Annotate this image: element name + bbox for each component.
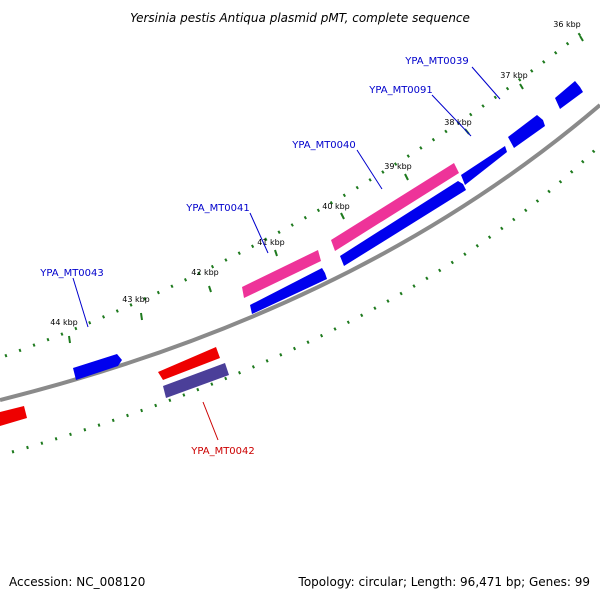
label-ypa-mt0091[interactable]: YPA_MT0091: [368, 85, 433, 96]
tick-label-36kbp: 36 kbp: [553, 20, 581, 29]
label-ypa-mt0041[interactable]: YPA_MT0041: [185, 203, 250, 214]
major-tick-1: [519, 83, 524, 90]
label-ypa-mt0039[interactable]: YPA_MT0039: [404, 56, 469, 67]
leader-ypa-mt0091: [431, 94, 472, 137]
gene-forward-ypa-mt0039[interactable]: [555, 81, 583, 109]
gene-forward-ypa-mt0040a[interactable]: [340, 181, 466, 266]
tick-label-39kbp: 39 kbp: [384, 162, 412, 171]
label-leader-lines: [72, 66, 501, 441]
leader-ypa-mt0041: [249, 212, 269, 254]
tick-label-43kbp: 43 kbp: [122, 295, 150, 304]
tick-label-42kbp: 42 kbp: [191, 268, 219, 277]
major-tick-7: [140, 312, 143, 321]
map-title: Yersinia pestis Antiqua plasmid pMT, com…: [130, 11, 470, 25]
leader-ypa-mt0039: [471, 66, 501, 100]
major-tick-0: [579, 35, 584, 42]
gene-reverse-left-edge[interactable]: [0, 406, 27, 426]
gene-forward-ypa-mt0040b[interactable]: [461, 146, 507, 185]
backbone-arc: [0, 103, 600, 402]
gene-reverse-ypa-mt0042[interactable]: [158, 347, 220, 380]
gene-forward-ypa-mt0041[interactable]: [250, 268, 327, 314]
major-tick-8: [68, 335, 71, 344]
outer-tick-ring: [4, 28, 586, 358]
tick-label-40kbp: 40 kbp: [322, 202, 350, 211]
summary-text: Topology: circular; Length: 96,471 bp; G…: [298, 575, 590, 589]
tick-label-37kbp: 37 kbp: [500, 71, 528, 80]
gene-other-ypa-mt0042[interactable]: [163, 363, 229, 398]
gene-features: [0, 81, 583, 426]
label-ypa-mt0040[interactable]: YPA_MT0040: [291, 140, 356, 151]
gene-pseudo-ypa-mt0040[interactable]: [331, 163, 459, 251]
gene-forward-ypa-mt0091[interactable]: [508, 115, 545, 148]
leader-ypa-mt0043: [72, 277, 89, 328]
gene-forward-ypa-mt0043[interactable]: [73, 354, 122, 380]
major-tick-5: [274, 249, 278, 257]
leader-ypa-mt0042: [202, 401, 219, 441]
accession-text: Accession: NC_008120: [9, 575, 145, 589]
leader-ypa-mt0040: [356, 149, 383, 190]
major-tick-4: [340, 212, 345, 220]
major-tick-6: [208, 285, 212, 293]
gene-labels: YPA_MT0039 YPA_MT0091 YPA_MT0040 YPA_MT0…: [39, 56, 469, 457]
major-tick-3: [404, 173, 409, 181]
gene-pseudo-ypa-mt0041[interactable]: [242, 250, 321, 298]
label-ypa-mt0042[interactable]: YPA_MT0042: [190, 446, 255, 457]
tick-label-44kbp: 44 kbp: [50, 318, 78, 327]
inner-tick-ring: [11, 148, 597, 454]
tick-label-41kbp: 41 kbp: [257, 238, 285, 247]
label-ypa-mt0043[interactable]: YPA_MT0043: [39, 268, 104, 279]
